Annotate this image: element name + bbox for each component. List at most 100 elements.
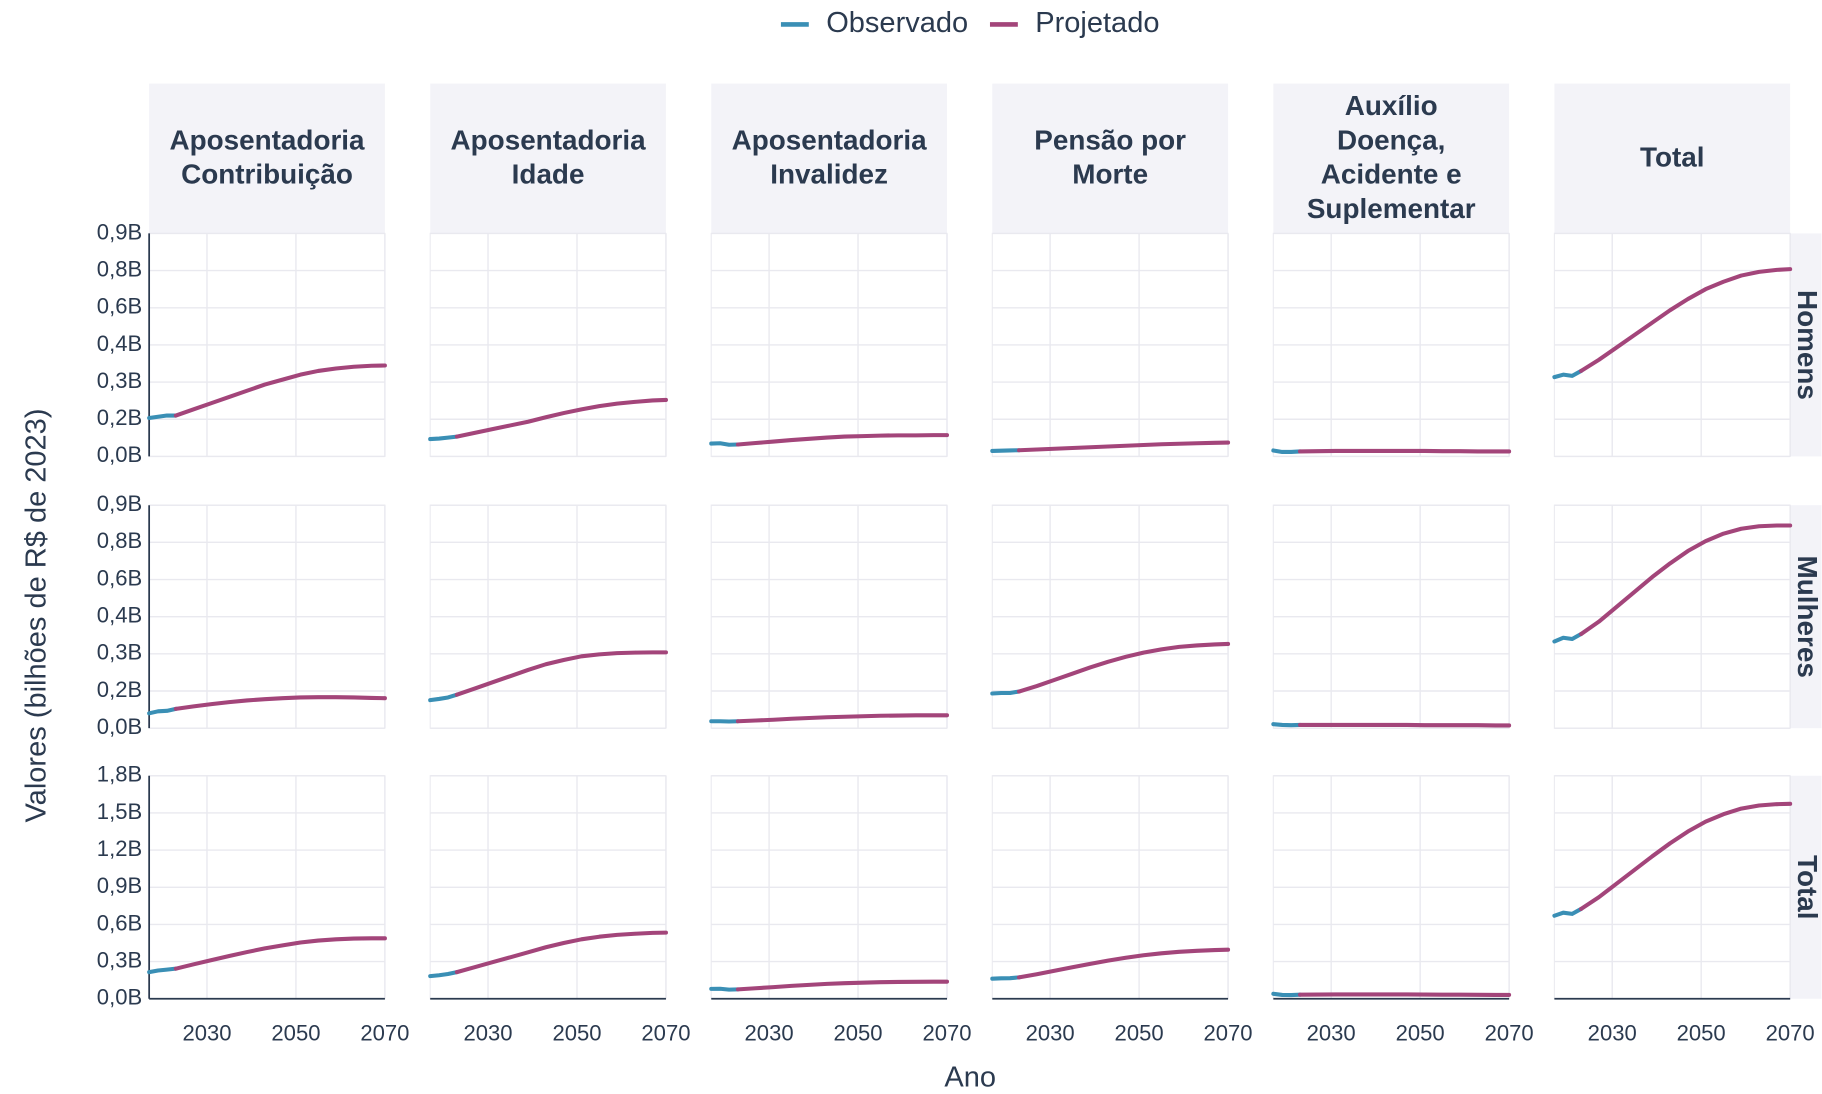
column-header: [149, 83, 385, 234]
row-strip: [1790, 505, 1822, 729]
y-tick-label: 1,8B: [97, 762, 142, 787]
y-tick-label: 0,9B: [97, 873, 142, 898]
y-tick-label: 0,0B: [97, 714, 142, 739]
column-header-label: Total: [1640, 141, 1704, 172]
column-header-label: Pensão por: [1034, 124, 1186, 155]
series-line: [173, 363, 387, 418]
series-line: [735, 713, 950, 724]
y-tick-label: 0,4B: [97, 603, 142, 628]
y-tick-label: 0,3B: [97, 947, 142, 972]
series-line: [709, 986, 740, 992]
series-line: [428, 970, 459, 979]
series-line: [1579, 523, 1793, 637]
series-line: [1552, 631, 1584, 644]
x-tick-label: 2050: [1396, 1021, 1445, 1046]
series-line: [428, 692, 459, 703]
series-line: [147, 706, 178, 716]
row-strip-label: Homens: [1792, 290, 1822, 400]
x-tick-label: 2070: [1485, 1021, 1534, 1046]
y-tick-label: 0,8B: [97, 256, 142, 281]
column-header: [430, 83, 666, 234]
column-header-label: Aposentadoria: [170, 124, 366, 155]
series-line: [1271, 722, 1303, 728]
x-tick-label: 2070: [1204, 1021, 1253, 1046]
y-tick-label: 0,2B: [97, 677, 142, 702]
series-line: [1579, 267, 1793, 373]
x-tick-label: 2030: [1026, 1021, 1075, 1046]
y-tick-label: 1,2B: [97, 836, 142, 861]
x-tick-label: 2070: [1766, 1021, 1815, 1046]
series-line: [1016, 440, 1231, 453]
series-line: [1552, 368, 1584, 380]
series-line: [147, 413, 178, 421]
series-line: [454, 397, 668, 439]
series-line: [735, 979, 950, 992]
y-tick-label: 0,3B: [97, 640, 142, 665]
x-tick-label: 2070: [360, 1021, 409, 1046]
legend-label: Observado: [826, 7, 968, 39]
series-line: [1552, 906, 1584, 918]
series-line: [990, 689, 1022, 696]
row-strip: [1790, 233, 1822, 457]
legend-label: Projetado: [1035, 7, 1159, 39]
x-tick-label: 2030: [745, 1021, 794, 1046]
y-tick-label: 0,8B: [97, 528, 142, 553]
series-line: [428, 434, 459, 442]
column-header-label: Contribuição: [181, 159, 353, 190]
column-header: [992, 83, 1229, 234]
x-tick-label: 2030: [1307, 1021, 1356, 1046]
series-line: [147, 966, 178, 975]
x-tick-label: 2050: [1677, 1021, 1726, 1046]
column-header-label: Idade: [512, 159, 585, 190]
x-tick-label: 2030: [182, 1021, 231, 1046]
series-line: [709, 441, 740, 447]
y-tick-label: 0,9B: [97, 219, 142, 244]
series-line: [990, 448, 1022, 453]
row-strip: [1790, 775, 1822, 999]
x-tick-label: 2070: [922, 1021, 971, 1046]
row-strip-label: Mulheres: [1792, 556, 1822, 678]
column-header-label: Aposentadoria: [451, 124, 647, 155]
column-header-label: Suplementar: [1307, 193, 1476, 224]
x-tick-label: 2030: [1588, 1021, 1637, 1046]
series-line: [454, 930, 668, 975]
series-line: [735, 433, 950, 447]
x-tick-label: 2050: [1115, 1021, 1164, 1046]
column-header: [1554, 83, 1791, 234]
x-tick-label: 2030: [464, 1021, 513, 1046]
y-tick-label: 0,3B: [97, 368, 142, 393]
column-header-label: Morte: [1072, 159, 1148, 190]
y-tick-label: 0,6B: [97, 565, 142, 590]
series-line: [990, 975, 1022, 981]
y-tick-label: 0,4B: [97, 331, 142, 356]
series-line: [173, 936, 387, 971]
series-line: [173, 695, 387, 711]
y-tick-label: 0,6B: [97, 294, 142, 319]
x-tick-label: 2050: [834, 1021, 883, 1046]
series-line: [1016, 947, 1231, 980]
column-header-label: Doença,: [1337, 124, 1445, 155]
x-axis-title: Ano: [944, 1062, 996, 1094]
column-header-label: Auxílio: [1345, 90, 1438, 121]
y-tick-label: 0,6B: [97, 910, 142, 935]
series-line: [1271, 448, 1303, 454]
row-strip-label: Total: [1792, 855, 1822, 919]
x-tick-label: 2070: [641, 1021, 690, 1046]
column-header-label: Acidente e: [1321, 159, 1462, 190]
y-tick-label: 0,0B: [97, 985, 142, 1010]
y-tick-label: 0,0B: [97, 442, 142, 467]
series-line: [1016, 641, 1231, 694]
series-line: [1271, 991, 1303, 998]
x-tick-label: 2050: [552, 1021, 601, 1046]
column-header-label: Invalidez: [770, 159, 888, 190]
series-line: [454, 650, 668, 697]
y-tick-label: 1,5B: [97, 799, 142, 824]
y-axis-title: Valores (bilhões de R$ de 2023): [20, 409, 52, 823]
y-tick-label: 0,9B: [97, 491, 142, 516]
column-header-label: Aposentadoria: [732, 124, 928, 155]
column-header: [711, 83, 948, 234]
series-line: [1579, 801, 1793, 911]
y-tick-label: 0,2B: [97, 405, 142, 430]
column-header: [1273, 83, 1510, 234]
